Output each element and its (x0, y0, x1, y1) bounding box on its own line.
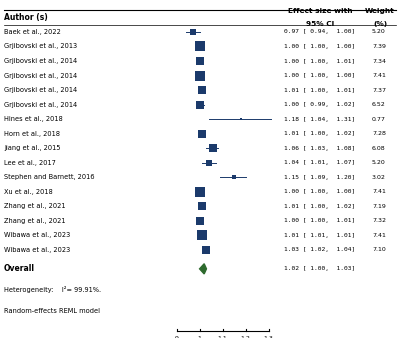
Text: Effect size with: Effect size with (288, 8, 352, 14)
Text: Zhang et al., 2021: Zhang et al., 2021 (4, 203, 66, 209)
Text: 1.03 [ 1.02,  1.04]: 1.03 [ 1.02, 1.04] (284, 247, 355, 252)
Text: 1.01 [ 1.00,  1.02]: 1.01 [ 1.00, 1.02] (284, 204, 355, 209)
Text: 1.00 [ 1.00,  1.00]: 1.00 [ 1.00, 1.00] (284, 189, 355, 194)
Text: 1.1: 1.1 (218, 336, 228, 338)
Text: Overall: Overall (4, 264, 35, 273)
Text: 1.02 [ 1.00,  1.03]: 1.02 [ 1.00, 1.03] (284, 266, 355, 271)
Text: Weight: Weight (365, 8, 395, 14)
Text: Baek et al., 2022: Baek et al., 2022 (4, 29, 61, 35)
Text: Wibawa et al., 2023: Wibawa et al., 2023 (4, 247, 70, 253)
Text: 1.04 [ 1.01,  1.07]: 1.04 [ 1.01, 1.07] (284, 160, 355, 165)
Text: Zhang et al., 2021: Zhang et al., 2021 (4, 218, 66, 224)
Text: Jiang et al., 2015: Jiang et al., 2015 (4, 145, 60, 151)
Text: 1.01 [ 1.01,  1.01]: 1.01 [ 1.01, 1.01] (284, 233, 355, 238)
Text: 7.10: 7.10 (372, 247, 386, 252)
Text: 1.01 [ 1.00,  1.01]: 1.01 [ 1.00, 1.01] (284, 88, 355, 93)
Text: 7.37: 7.37 (372, 88, 386, 93)
Text: 7.39: 7.39 (372, 44, 386, 49)
Text: Xu et al., 2018: Xu et al., 2018 (4, 189, 53, 195)
Text: Grjibovski et al., 2013: Grjibovski et al., 2013 (4, 44, 77, 49)
Text: Grjibovski et al., 2014: Grjibovski et al., 2014 (4, 87, 77, 93)
Text: 7.34: 7.34 (372, 58, 386, 64)
Text: Grjibovski et al., 2014: Grjibovski et al., 2014 (4, 73, 77, 78)
Text: 95% CI: 95% CI (306, 21, 334, 27)
Text: 0.97 [ 0.94,  1.00]: 0.97 [ 0.94, 1.00] (284, 29, 355, 34)
Text: 7.41: 7.41 (372, 189, 386, 194)
Text: 1.00 [ 1.00,  1.01]: 1.00 [ 1.00, 1.01] (284, 218, 355, 223)
Polygon shape (200, 264, 206, 274)
Text: Grjibovski et al., 2014: Grjibovski et al., 2014 (4, 102, 77, 107)
Text: 1.00 [ 1.00,  1.01]: 1.00 [ 1.00, 1.01] (284, 58, 355, 64)
Text: 7.32: 7.32 (372, 218, 386, 223)
Text: 1.00 [ 1.00,  1.00]: 1.00 [ 1.00, 1.00] (284, 73, 355, 78)
Text: 6.52: 6.52 (372, 102, 386, 107)
Text: 3.02: 3.02 (372, 175, 386, 180)
Text: 0.77: 0.77 (372, 117, 386, 122)
Text: 1.3: 1.3 (264, 336, 274, 338)
Text: 7.28: 7.28 (372, 131, 386, 136)
Text: Author (s): Author (s) (4, 13, 48, 22)
Text: (%): (%) (373, 21, 387, 27)
Text: 1.06 [ 1.03,  1.08]: 1.06 [ 1.03, 1.08] (284, 146, 355, 151)
Text: 1.2: 1.2 (240, 336, 250, 338)
Text: Hines et al., 2018: Hines et al., 2018 (4, 116, 63, 122)
Text: Wibawa et al., 2023: Wibawa et al., 2023 (4, 233, 70, 238)
Text: 1.15 [ 1.09,  1.20]: 1.15 [ 1.09, 1.20] (284, 175, 355, 180)
Text: 5.20: 5.20 (372, 160, 386, 165)
Text: 1.00 [ 0.99,  1.02]: 1.00 [ 0.99, 1.02] (284, 102, 355, 107)
Text: 7.19: 7.19 (372, 204, 386, 209)
Text: 5.20: 5.20 (372, 29, 386, 34)
Text: 1: 1 (198, 336, 202, 338)
Text: 7.41: 7.41 (372, 233, 386, 238)
Text: 6.08: 6.08 (372, 146, 386, 151)
Text: Heterogeneity:    I²= 99.91%.: Heterogeneity: I²= 99.91%. (4, 286, 101, 293)
Text: .9: .9 (174, 336, 180, 338)
Text: Grjibovski et al., 2014: Grjibovski et al., 2014 (4, 58, 77, 64)
Text: Random-effects REML model: Random-effects REML model (4, 308, 100, 314)
Text: 1.01 [ 1.00,  1.02]: 1.01 [ 1.00, 1.02] (284, 131, 355, 136)
Text: Stephen and Barnett, 2016: Stephen and Barnett, 2016 (4, 174, 94, 180)
Text: 7.41: 7.41 (372, 73, 386, 78)
Text: 1.00 [ 1.00,  1.00]: 1.00 [ 1.00, 1.00] (284, 44, 355, 49)
Text: Horn et al., 2018: Horn et al., 2018 (4, 131, 60, 137)
Text: Lee et al., 2017: Lee et al., 2017 (4, 160, 56, 166)
Text: 1.18 [ 1.04,  1.31]: 1.18 [ 1.04, 1.31] (284, 117, 355, 122)
